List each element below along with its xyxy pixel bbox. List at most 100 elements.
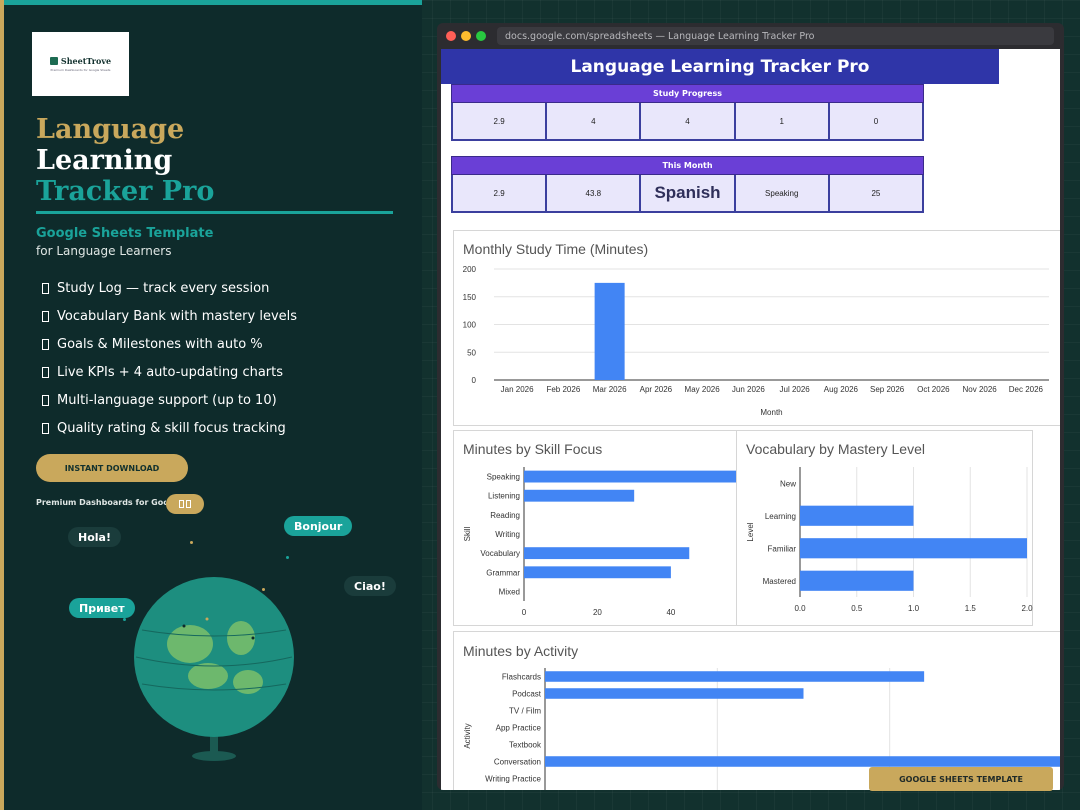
y-tick-label: Writing Practice xyxy=(485,775,541,784)
logo-text: SheetTrove xyxy=(60,56,112,66)
hero-title-line2: Learning xyxy=(36,145,173,176)
kpi-cell[interactable]: Speaking xyxy=(735,175,830,211)
x-tick-label: Apr 2026 xyxy=(640,385,673,394)
y-tick-label: Speaking xyxy=(487,473,520,482)
bar xyxy=(545,688,804,699)
x-tick-label: Mar 2026 xyxy=(593,385,627,394)
this-month-row: 2.9 43.8 Spanish Speaking 25 xyxy=(451,175,924,213)
y-tick-label: Grammar xyxy=(486,568,520,577)
sheet-title: Language Learning Tracker Pro xyxy=(441,49,999,84)
x-tick-label: Dec 2026 xyxy=(1009,385,1044,394)
y-axis-title: Activity xyxy=(463,723,472,748)
bar xyxy=(594,282,625,380)
address-bar[interactable]: docs.google.com/spreadsheets — Language … xyxy=(497,27,1054,45)
feature-text: Multi-language support (up to 10) xyxy=(57,392,277,408)
y-tick-label: Conversation xyxy=(494,758,541,767)
x-tick-label: Jul 2026 xyxy=(780,385,811,394)
maximize-window-icon[interactable] xyxy=(476,31,486,41)
sparkle-dot xyxy=(123,618,126,621)
this-month-block: This Month 2.9 43.8 Spanish Speaking 25 xyxy=(451,156,924,213)
promo-panel: SheetTrove Premium Dashboards for Google… xyxy=(0,0,422,810)
feature-item: Vocabulary Bank with mastery levels xyxy=(42,302,297,330)
checkbox-icon xyxy=(42,422,49,434)
kpi-cell[interactable]: 4 xyxy=(641,103,736,139)
y-tick-label: 0 xyxy=(472,376,477,385)
hero-title-line1: Language xyxy=(36,114,185,145)
y-tick-label: New xyxy=(780,479,796,488)
kpi-cell[interactable]: 4 xyxy=(547,103,642,139)
logo-mark-icon xyxy=(49,57,58,65)
x-tick-label: Aug 2026 xyxy=(824,385,859,394)
checkbox-icon xyxy=(42,310,49,322)
x-tick-label: 1.0 xyxy=(908,604,920,613)
feature-text: Live KPIs + 4 auto-updating charts xyxy=(57,364,284,380)
checkbox-icon xyxy=(42,366,49,378)
this-month-header: This Month xyxy=(451,156,924,175)
chart-title: Minutes by Skill Focus xyxy=(463,441,602,457)
feature-text: Vocabulary Bank with mastery levels xyxy=(57,308,298,324)
bar xyxy=(800,538,1027,559)
bar xyxy=(524,470,737,483)
kpi-cell-top-language[interactable]: Spanish xyxy=(641,175,736,211)
kpi-cell[interactable]: 43.8 xyxy=(547,175,642,211)
minutes-by-activity-chart[interactable]: Minutes by Activity Flashcards Podcast TV /… xyxy=(453,631,1060,790)
sparkle-dot xyxy=(286,556,289,559)
bar xyxy=(545,756,1060,767)
bubble-bonjour: Bonjour xyxy=(284,516,353,536)
instant-download-button[interactable]: INSTANT DOWNLOAD xyxy=(36,454,188,482)
bar xyxy=(800,570,914,591)
y-tick-label: 50 xyxy=(467,348,476,357)
kpi-cell[interactable]: 0 xyxy=(829,103,923,139)
y-tick-label: App Practice xyxy=(496,724,542,733)
bar xyxy=(545,671,925,682)
monthly-study-time-chart[interactable]: Monthly Study Time (Minutes) 0 50 100 150 200… xyxy=(453,230,1060,426)
x-tick-label: Oct 2026 xyxy=(917,385,950,394)
feature-text: Quality rating & skill focus tracking xyxy=(57,420,286,436)
y-tick-label: Flashcards xyxy=(502,673,541,682)
kpi-cell[interactable]: 2.9 xyxy=(453,175,548,211)
title-divider xyxy=(36,211,393,214)
y-tick-label: TV / Film xyxy=(509,707,541,716)
kpi-cell[interactable]: 2.9 xyxy=(453,103,548,139)
x-tick-label: Jun 2026 xyxy=(732,385,765,394)
minutes-by-skill-chart[interactable]: Minutes by Skill Focus 0 20 40 Speaking Liste… xyxy=(453,430,737,626)
y-tick-label: 200 xyxy=(463,265,477,274)
google-sheets-template-badge: GOOGLE SHEETS TEMPLATE xyxy=(869,767,1053,791)
y-tick-label: Listening xyxy=(488,492,520,501)
feature-item: Study Log — track every session xyxy=(42,274,297,302)
feature-item: Quality rating & skill focus tracking xyxy=(42,414,297,442)
x-tick-label: 0.0 xyxy=(794,604,806,613)
browser-window: docs.google.com/spreadsheets — Language … xyxy=(437,23,1064,790)
feature-text: Goals & Milestones with auto % xyxy=(57,336,263,352)
feature-list: Study Log — track every session Vocabula… xyxy=(42,274,297,442)
minimize-window-icon[interactable] xyxy=(461,31,471,41)
x-tick-label: 0.5 xyxy=(851,604,863,613)
bar xyxy=(800,505,914,526)
checkbox-icon xyxy=(42,338,49,350)
logo-tagline: Premium Dashboards for Google Sheets xyxy=(50,68,111,72)
hero-title-line3: Tracker Pro xyxy=(36,176,215,207)
bubble-hola: Hola! xyxy=(68,527,121,547)
study-progress-row: 2.9 4 4 1 0 xyxy=(451,103,924,141)
vocabulary-by-mastery-chart[interactable]: Vocabulary by Mastery Level 0.0 0.5 1.0 1.5 2… xyxy=(736,430,1033,626)
close-window-icon[interactable] xyxy=(446,31,456,41)
x-axis-title: Month xyxy=(760,408,782,417)
premium-tagline: Premium Dashboards for Google Sheets xyxy=(36,498,166,507)
y-tick-label: Mixed xyxy=(499,587,520,596)
y-tick-label: 150 xyxy=(463,293,477,302)
spreadsheet-view: Language Learning Tracker Pro Study Prog… xyxy=(441,49,1060,790)
kpi-cell[interactable]: 1 xyxy=(735,103,830,139)
feature-text: Study Log — track every session xyxy=(57,280,270,296)
top-accent-bar xyxy=(4,0,422,5)
x-tick-label: Nov 2026 xyxy=(963,385,998,394)
chart-title: Vocabulary by Mastery Level xyxy=(746,441,925,457)
globe-icon xyxy=(134,577,294,761)
x-tick-label: 20 xyxy=(593,608,602,617)
y-tick-label: Writing xyxy=(495,530,520,539)
feature-item: Goals & Milestones with auto % xyxy=(42,330,297,358)
browser-toolbar: docs.google.com/spreadsheets — Language … xyxy=(437,23,1064,49)
y-tick-label: Podcast xyxy=(512,690,542,699)
bar xyxy=(524,566,671,579)
x-tick-label: 1.5 xyxy=(965,604,977,613)
kpi-cell[interactable]: 25 xyxy=(829,175,923,211)
